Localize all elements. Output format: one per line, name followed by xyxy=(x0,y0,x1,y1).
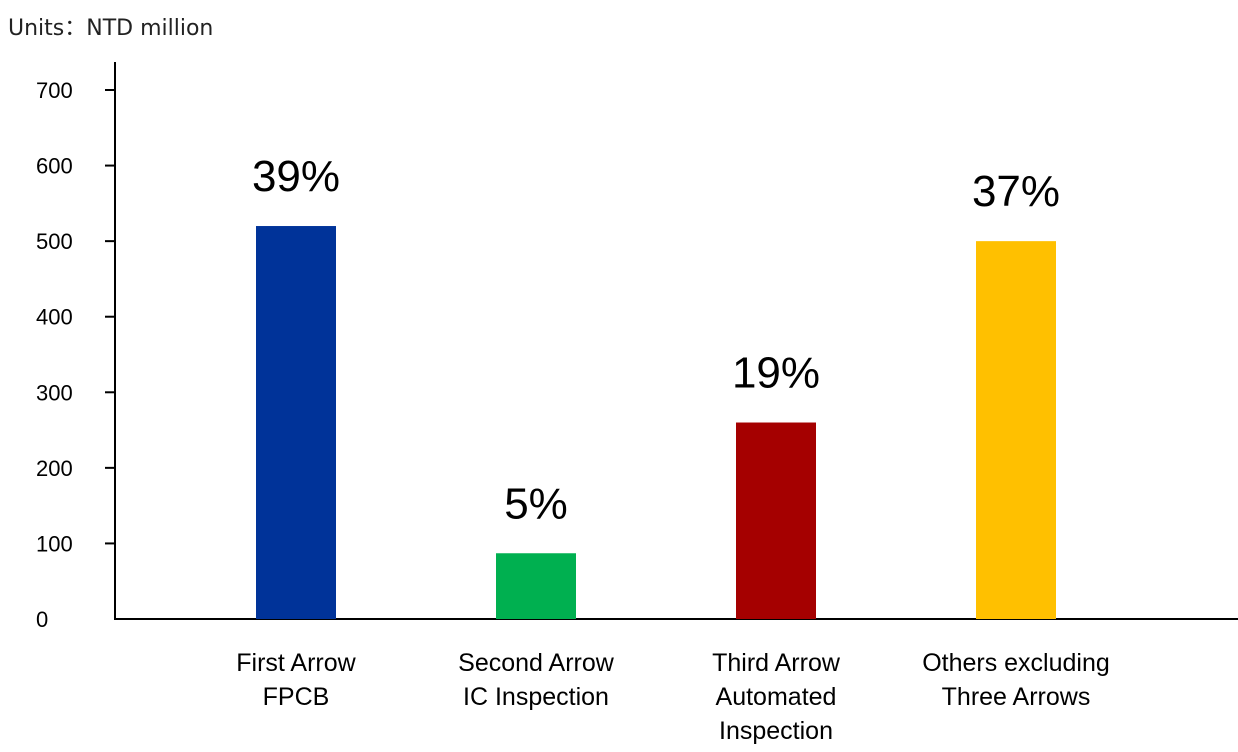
units-label: Units：NTD million xyxy=(8,16,214,41)
labels: 39% First Arrow FPCB 5% Second Arrow IC Inspe… xyxy=(236,152,1110,745)
percent-label: 37% xyxy=(972,167,1060,216)
y-tick-label: 200 xyxy=(36,456,73,481)
bar xyxy=(736,422,816,619)
x-category-label: Others excluding Three Arrows xyxy=(922,649,1110,711)
x-category-line: FPCB xyxy=(263,683,330,711)
x-category-line: Inspection xyxy=(719,717,833,745)
percent-label: 19% xyxy=(732,349,820,398)
axes: 0 100 200 300 400 500 600 700 xyxy=(36,62,1238,632)
y-tick-label: 700 xyxy=(36,78,73,103)
x-category-line: IC Inspection xyxy=(463,683,609,711)
bar xyxy=(496,553,576,619)
x-category-line: Automated xyxy=(716,683,837,711)
x-category-label: Second Arrow IC Inspection xyxy=(458,649,615,711)
bar xyxy=(976,241,1056,619)
x-category-line: Third Arrow xyxy=(712,649,841,677)
x-category-line: Second Arrow xyxy=(458,649,615,677)
x-category-line: First Arrow xyxy=(236,649,356,677)
x-category-label: Third Arrow Automated Inspection xyxy=(712,649,841,745)
percent-label: 5% xyxy=(504,479,568,528)
x-category-label: First Arrow FPCB xyxy=(236,649,356,711)
y-tick-label: 100 xyxy=(36,531,73,556)
y-tick-label: 300 xyxy=(36,380,73,405)
y-tick-label: 400 xyxy=(36,305,73,330)
y-tick-label: 0 xyxy=(36,607,48,632)
x-category-line: Others excluding xyxy=(922,649,1110,677)
x-category-line: Three Arrows xyxy=(942,683,1091,711)
bar xyxy=(256,226,336,619)
y-tick-label: 500 xyxy=(36,229,73,254)
bars xyxy=(256,226,1056,619)
y-tick-label: 600 xyxy=(36,154,73,179)
percent-label: 39% xyxy=(252,152,340,201)
